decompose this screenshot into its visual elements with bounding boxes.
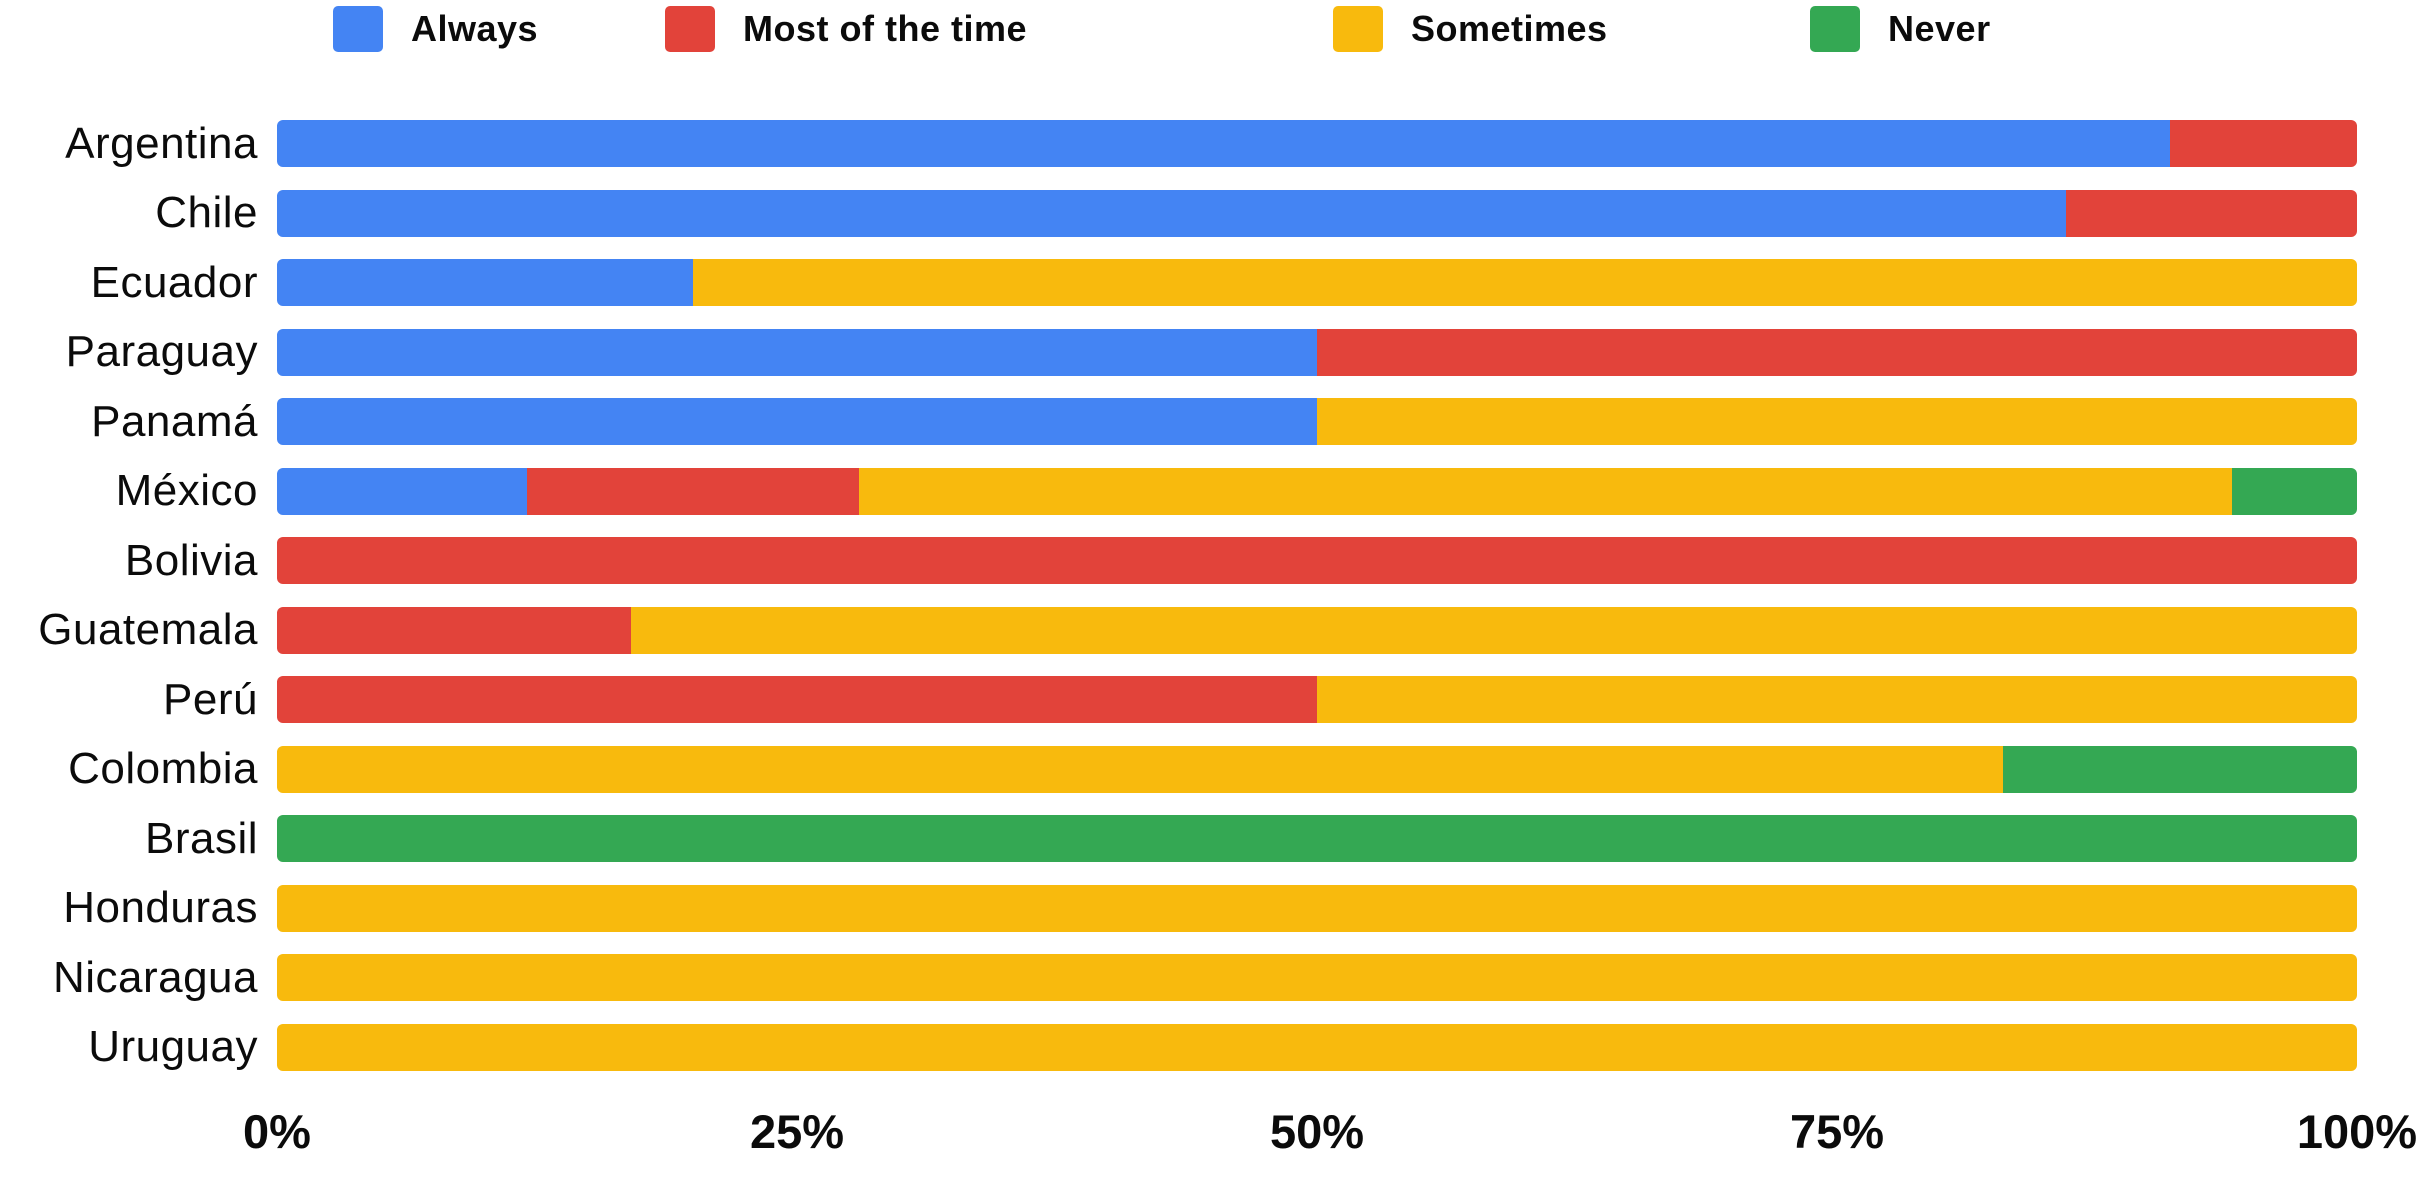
bar-row: Guatemala [0, 596, 2425, 666]
bar-segment-sometimes [693, 259, 2357, 307]
bar-track [277, 954, 2357, 1002]
x-axis-tick-label: 75% [1789, 1105, 1885, 1158]
legend-swatch-icon [665, 6, 715, 52]
x-axis: 0% 25% 50% 75% 100% [243, 1098, 2417, 1168]
bar-track [277, 815, 2357, 863]
bar-segment-always [277, 120, 2170, 168]
row-label: México [115, 466, 258, 516]
bar-segment-sometimes [277, 1023, 2357, 1071]
bar-segment-sometimes [277, 954, 2357, 1002]
chart-legend: Always Most of the time Sometimes Never [0, 0, 2425, 62]
bar-segment-sometimes [630, 606, 2357, 654]
bar-segment-always [277, 398, 1317, 446]
bar-row: Brasil [0, 804, 2425, 874]
bar-segment-sometimes [1317, 398, 2357, 446]
row-label: Bolivia [124, 535, 258, 585]
bar-segment-sometimes [859, 467, 2233, 515]
row-label: Argentina [65, 118, 258, 168]
legend-label: Sometimes [1411, 8, 1608, 49]
bar-row: Uruguay [0, 1013, 2425, 1083]
legend-label: Always [411, 8, 539, 49]
row-label: Panamá [91, 396, 258, 446]
row-label: Guatemala [38, 605, 258, 655]
legend-label: Most of the time [743, 8, 1027, 49]
bar-track [277, 467, 2357, 515]
legend-item-sometimes: Sometimes [1333, 6, 1608, 52]
bar-segment-most-of-the-time [277, 606, 631, 654]
bar-row: Perú [0, 665, 2425, 735]
bar-segment-never [2003, 745, 2357, 793]
bar-track [277, 606, 2357, 654]
bar-segment-always [277, 259, 693, 307]
legend-swatch-icon [1810, 6, 1860, 52]
legend-item-never: Never [1810, 6, 1991, 52]
bar-track [277, 1023, 2357, 1071]
legend-item-most-of-the-time: Most of the time [665, 6, 1027, 52]
bar-row: Bolivia [0, 526, 2425, 596]
row-label: Honduras [63, 883, 258, 933]
legend-swatch-icon [333, 6, 383, 52]
bar-segment-sometimes [1317, 676, 2357, 724]
bar-track [277, 884, 2357, 932]
bar-row: Argentina [0, 109, 2425, 179]
bar-segment-always [277, 189, 2066, 237]
bar-track [277, 537, 2357, 585]
row-label: Colombia [68, 744, 258, 794]
bar-segment-sometimes [277, 745, 2004, 793]
bar-row: Nicaragua [0, 943, 2425, 1013]
bar-segment-always [277, 467, 527, 515]
row-label: Brasil [144, 813, 258, 863]
legend-swatch-icon [1333, 6, 1383, 52]
bar-row: Honduras [0, 874, 2425, 944]
bar-track [277, 676, 2357, 724]
row-label: Perú [163, 674, 258, 724]
x-axis-tick-label: 25% [749, 1105, 845, 1158]
bar-segment-sometimes [277, 884, 2357, 932]
bar-segment-most-of-the-time [277, 537, 2357, 585]
bar-track [277, 745, 2357, 793]
bar-segment-most-of-the-time [1317, 328, 2357, 376]
bar-segment-most-of-the-time [526, 467, 860, 515]
row-label: Chile [155, 188, 258, 238]
bar-row: Ecuador [0, 248, 2425, 318]
x-axis-tick-label: 50% [1269, 1105, 1365, 1158]
bar-segment-most-of-the-time [2169, 120, 2357, 168]
bar-track [277, 398, 2357, 446]
legend-label: Never [1888, 8, 1991, 49]
bar-track [277, 120, 2357, 168]
bar-segment-never [2232, 467, 2357, 515]
bar-track [277, 189, 2357, 237]
bar-segment-always [277, 328, 1317, 376]
row-label: Ecuador [90, 257, 258, 307]
bar-row: Chile [0, 179, 2425, 249]
bar-segment-most-of-the-time [2065, 189, 2357, 237]
bar-segment-most-of-the-time [277, 676, 1317, 724]
bar-track [277, 328, 2357, 376]
legend-item-always: Always [333, 6, 538, 52]
row-label: Nicaragua [52, 952, 258, 1002]
row-label: Uruguay [88, 1022, 258, 1072]
row-label: Paraguay [65, 327, 258, 377]
bar-track [277, 259, 2357, 307]
x-axis-tick-label: 0% [243, 1105, 311, 1158]
bar-row: Colombia [0, 735, 2425, 805]
x-axis-tick-label: 100% [2296, 1105, 2418, 1158]
plot-area: Argentina Chile Ecuador Paraguay Panamá Méxic… [0, 109, 2425, 1082]
bar-segment-never [277, 815, 2357, 863]
bar-row: México [0, 457, 2425, 527]
bar-row: Paraguay [0, 318, 2425, 388]
bar-row: Panamá [0, 387, 2425, 457]
